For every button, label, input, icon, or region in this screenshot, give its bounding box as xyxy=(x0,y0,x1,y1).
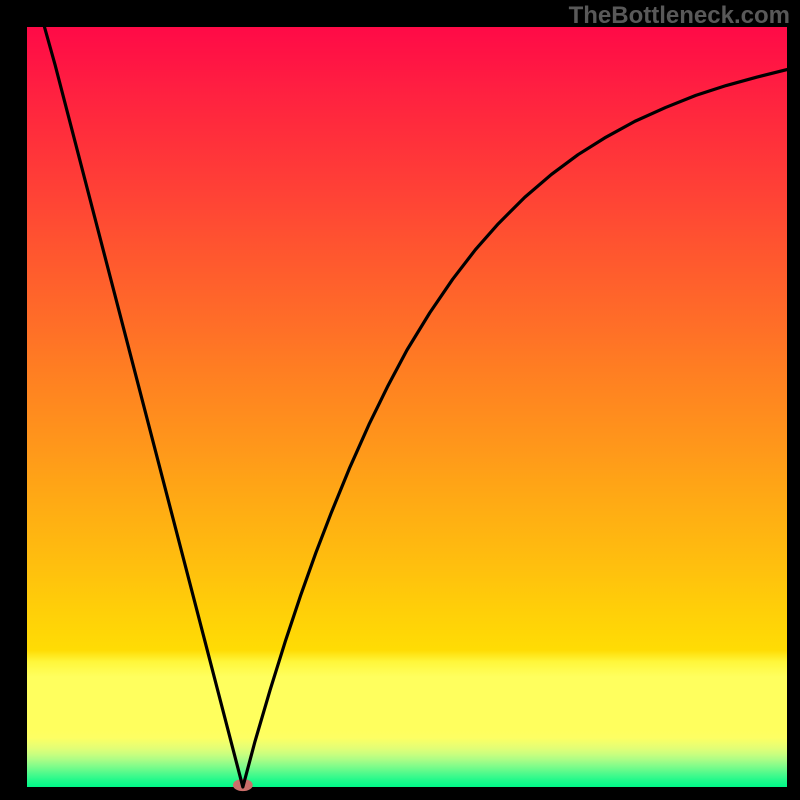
gradient-background xyxy=(27,27,787,787)
watermark-text: TheBottleneck.com xyxy=(569,2,790,30)
figure-container: TheBottleneck.com xyxy=(0,0,800,800)
bottleneck-chart xyxy=(0,0,800,800)
